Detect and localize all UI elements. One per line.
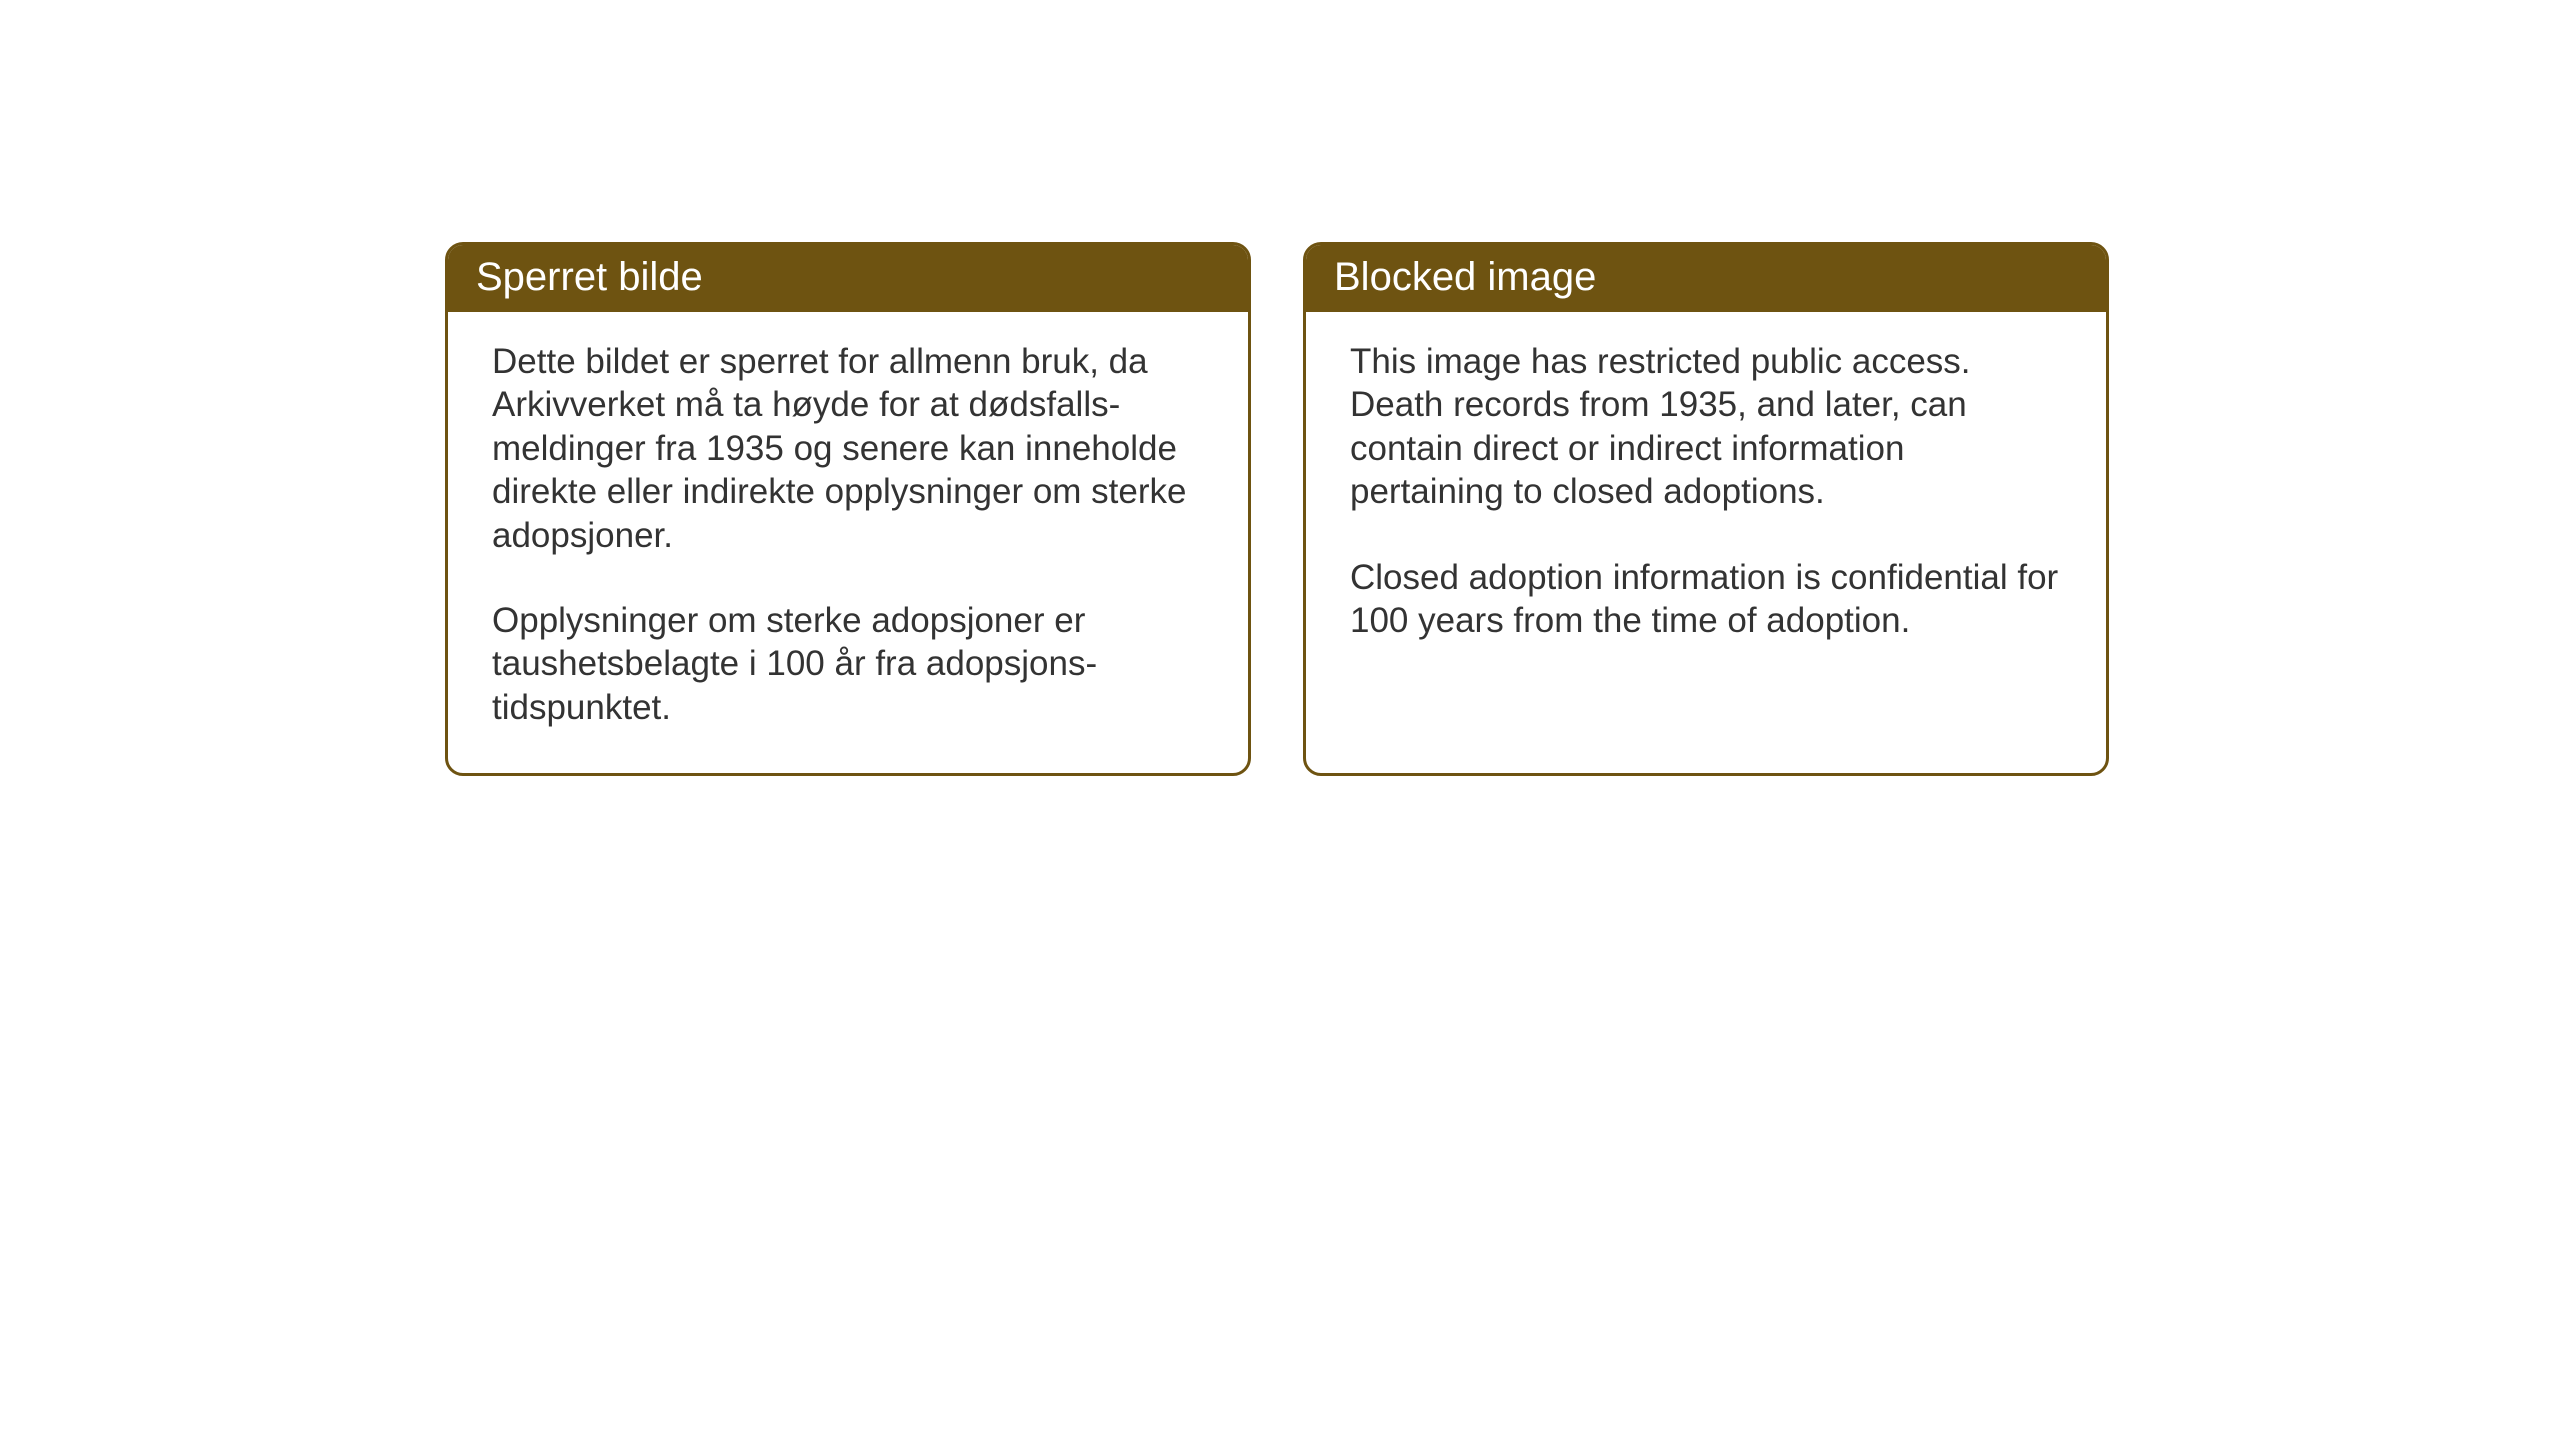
card-paragraph1-norwegian: Dette bildet er sperret for allmenn bruk… [492, 340, 1204, 557]
notice-container: Sperret bilde Dette bildet er sperret fo… [445, 242, 2109, 776]
card-header-english: Blocked image [1306, 245, 2106, 312]
card-title-english: Blocked image [1334, 255, 1596, 299]
card-paragraph1-english: This image has restricted public access.… [1350, 340, 2062, 514]
card-title-norwegian: Sperret bilde [476, 255, 703, 299]
card-body-norwegian: Dette bildet er sperret for allmenn bruk… [448, 312, 1248, 773]
card-paragraph2-english: Closed adoption information is confident… [1350, 556, 2062, 643]
card-paragraph2-norwegian: Opplysninger om sterke adopsjoner er tau… [492, 599, 1204, 729]
notice-card-norwegian: Sperret bilde Dette bildet er sperret fo… [445, 242, 1251, 776]
card-header-norwegian: Sperret bilde [448, 245, 1248, 312]
card-body-english: This image has restricted public access.… [1306, 312, 2106, 686]
notice-card-english: Blocked image This image has restricted … [1303, 242, 2109, 776]
